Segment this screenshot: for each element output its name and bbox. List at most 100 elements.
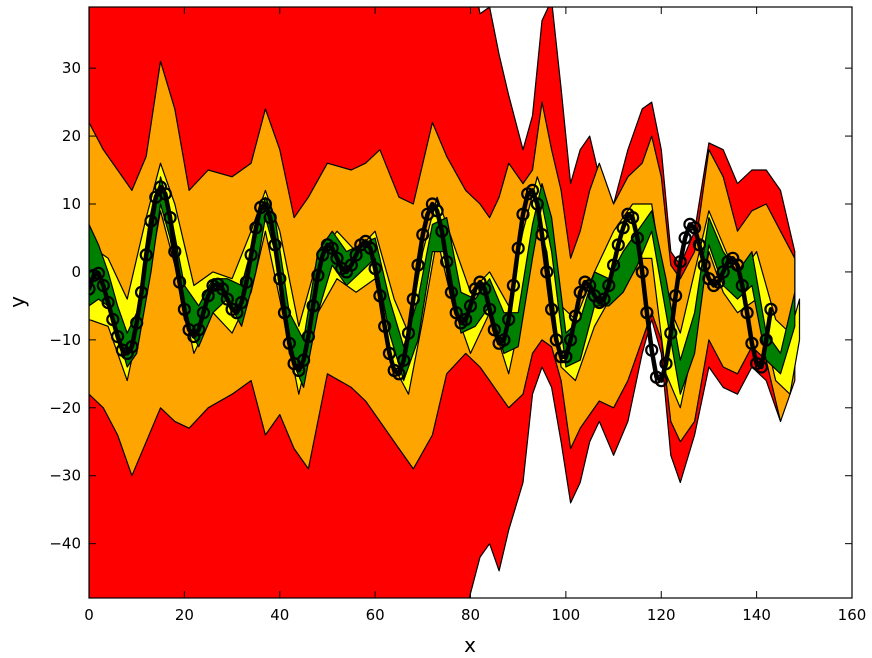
data-point — [535, 228, 549, 242]
data-point — [497, 333, 511, 347]
data-point — [297, 353, 311, 367]
data-point — [692, 238, 707, 252]
data-point — [673, 255, 687, 269]
data-point — [754, 360, 769, 374]
data-point — [196, 306, 210, 320]
data-point — [325, 241, 339, 255]
data-point — [611, 238, 625, 252]
data-point — [344, 258, 358, 272]
data-point — [659, 357, 673, 371]
y-tick-label: 10 — [62, 195, 81, 213]
data-point — [392, 367, 406, 381]
data-point — [597, 292, 611, 306]
data-point — [277, 306, 292, 320]
data-point — [502, 312, 516, 327]
data-point — [401, 326, 416, 340]
data-point — [125, 340, 139, 354]
data-point — [110, 329, 125, 344]
data-point — [173, 275, 187, 289]
data-point — [630, 231, 645, 245]
x-tick-label: 160 — [838, 606, 867, 624]
data-point — [785, 0, 796, 6]
data-point — [463, 299, 478, 313]
data-point — [330, 251, 344, 265]
data-point — [220, 292, 234, 306]
data-point — [192, 323, 206, 337]
data-point — [106, 312, 120, 327]
data-point — [554, 350, 568, 364]
data-point — [540, 265, 554, 279]
data-point — [544, 302, 559, 316]
data-point — [563, 333, 578, 347]
data-point — [654, 374, 668, 388]
data-point — [559, 350, 573, 364]
data-point — [163, 211, 177, 225]
y-axis-label: y — [5, 296, 29, 308]
data-point — [382, 346, 396, 360]
y-tick-label: 0 — [71, 263, 81, 281]
data-point — [273, 272, 287, 286]
data-point — [397, 353, 411, 367]
data-point — [568, 309, 583, 323]
data-point — [625, 211, 640, 225]
y-tick-label: −10 — [49, 331, 81, 349]
data-point — [444, 285, 458, 299]
data-point — [230, 306, 244, 320]
data-point — [292, 363, 306, 377]
y-tick-label: 30 — [62, 59, 81, 77]
data-point — [158, 187, 172, 201]
data-point — [645, 343, 659, 357]
x-tick-label: 80 — [461, 606, 480, 624]
data-point — [549, 333, 563, 347]
y-tick-label: 20 — [62, 127, 81, 145]
data-point — [235, 295, 249, 310]
data-point — [583, 278, 597, 293]
data-point — [96, 278, 110, 293]
x-tick-label: 100 — [552, 606, 581, 624]
data-point — [740, 306, 754, 320]
data-point — [435, 224, 449, 238]
data-point — [268, 238, 282, 252]
y-axis-ticks: −40 −30 −20 −10 0 10 20 30 — [49, 59, 852, 553]
data-point — [640, 306, 654, 320]
data-point — [177, 302, 191, 316]
x-tick-label: 140 — [742, 606, 771, 624]
data-point — [759, 333, 773, 347]
data-point — [406, 292, 420, 306]
data-point — [101, 295, 115, 310]
data-point — [363, 241, 377, 255]
data-point — [430, 204, 444, 218]
data-point — [301, 329, 315, 344]
data-point — [678, 231, 692, 245]
data-point — [789, 0, 800, 6]
data-point — [616, 221, 630, 235]
data-point — [373, 289, 387, 303]
data-point — [244, 248, 258, 262]
data-point — [697, 258, 711, 272]
y-tick-label: −40 — [49, 535, 81, 553]
data-point — [368, 261, 382, 276]
y-tick-label: −20 — [49, 399, 81, 417]
x-tick-label: 40 — [270, 606, 289, 624]
x-tick-label: 120 — [647, 606, 676, 624]
data-point — [664, 326, 678, 340]
data-point — [506, 278, 521, 293]
data-point — [794, 0, 805, 6]
data-point — [573, 285, 587, 299]
x-tick-label: 60 — [366, 606, 385, 624]
data-point — [144, 214, 158, 228]
data-point — [134, 285, 149, 299]
data-point — [511, 241, 525, 255]
data-point — [530, 197, 544, 211]
y-tick-label: −30 — [49, 467, 81, 485]
band-1 — [89, 60, 796, 477]
x-axis-label: x — [464, 633, 476, 657]
data-point — [487, 323, 501, 337]
data-point — [258, 197, 272, 211]
data-point — [764, 302, 778, 316]
signal-points — [89, 0, 805, 388]
data-point — [201, 289, 215, 303]
data-point — [478, 282, 492, 296]
data-point — [730, 258, 745, 272]
